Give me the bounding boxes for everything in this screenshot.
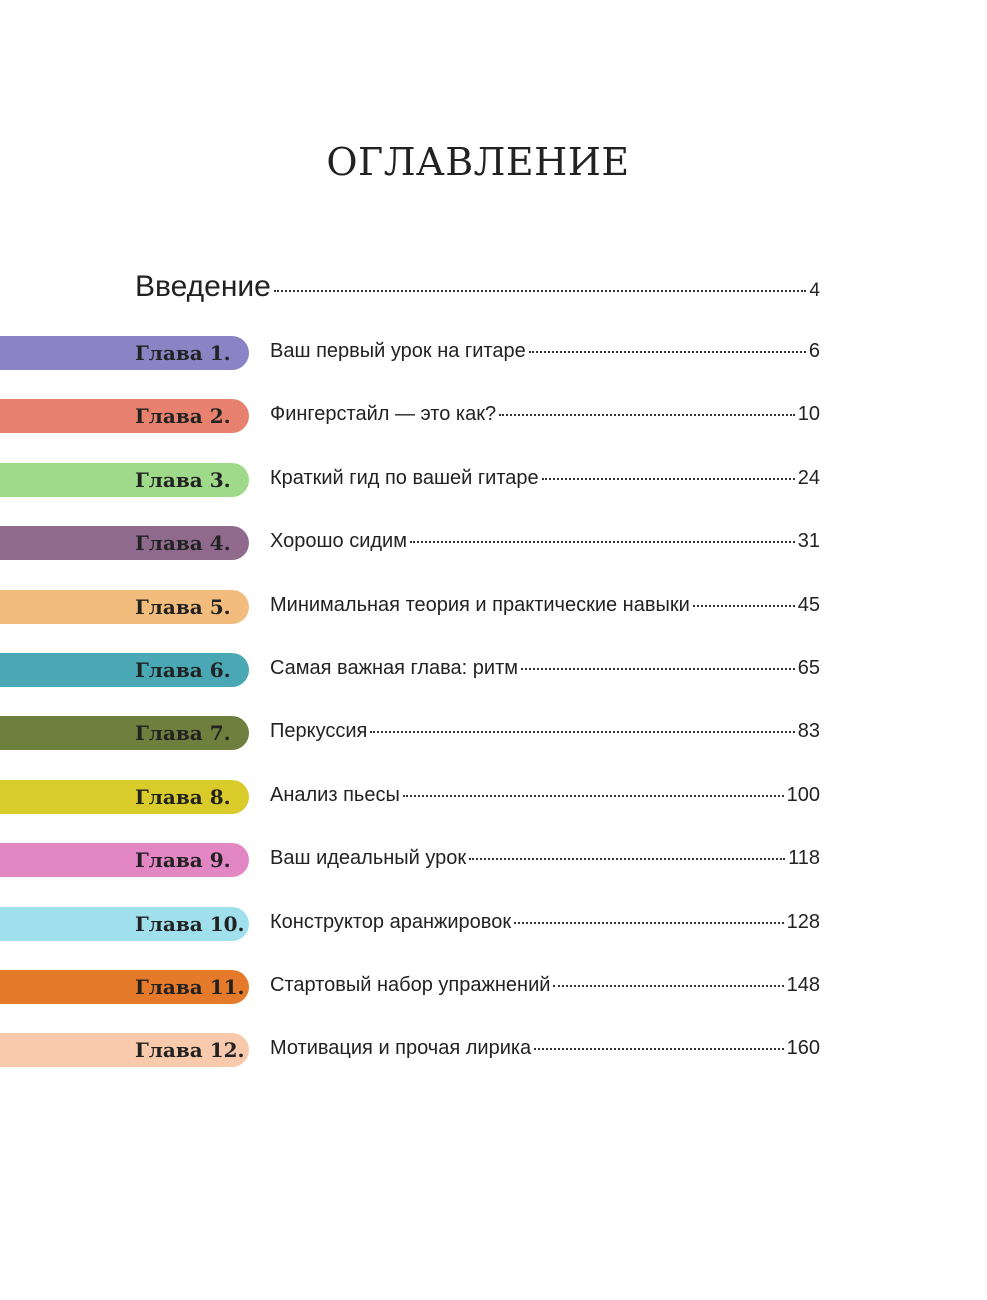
chapter-page: 128: [786, 910, 820, 933]
chapter-page: 6: [808, 340, 820, 362]
chapter-page: 31: [797, 530, 820, 553]
chapter-tab: [0, 843, 249, 878]
leader-dots: [499, 414, 795, 417]
chapter-row: Ваш первый урок на гитаре 6: [270, 340, 820, 363]
leader-dots: [534, 1048, 784, 1051]
chapter-label: Глава 9.: [135, 848, 231, 873]
chapter-row: Мотивация и прочая лирика 160: [270, 1037, 820, 1060]
chapter-title: Анализ пьесы: [270, 783, 400, 806]
chapter-tab: [0, 653, 249, 687]
chapter-page: 148: [786, 974, 820, 996]
chapter-page: 10: [797, 403, 820, 426]
chapter-tab: [0, 906, 249, 941]
chapter-label: Глава 2.: [135, 404, 231, 429]
leader-dots: [402, 794, 784, 797]
leader-dots: [692, 604, 795, 607]
chapter-title: Краткий гид по вашей гитаре: [270, 466, 539, 489]
chapter-title: Минимальная теория и практические навыки: [270, 593, 690, 616]
chapter-label: Глава 8.: [135, 784, 231, 809]
chapter-label: Глава 6.: [135, 658, 231, 682]
chapter-page: 83: [797, 720, 820, 743]
chapter-row: Ваш идеальный урок 118: [270, 847, 820, 870]
chapter-page: 24: [797, 466, 820, 489]
chapter-tab: [0, 526, 249, 561]
chapter-label: Глава 5.: [135, 594, 231, 619]
chapter-row: Анализ пьесы 100: [270, 784, 820, 807]
chapter-tab: [0, 716, 249, 751]
intro-page: 4: [809, 280, 820, 301]
leader-dots: [409, 541, 795, 544]
leader-dots: [370, 731, 795, 734]
chapter-tab: [0, 1033, 249, 1068]
chapter-label: Глава 11.: [135, 975, 245, 999]
chapter-label: Глава 7.: [135, 721, 231, 746]
chapter-row: Стартовый набор упражнений 148: [270, 974, 820, 997]
chapter-tab: [0, 779, 249, 814]
chapter-label: Глава 12.: [135, 1038, 245, 1063]
chapter-row: Самая важная глава: ритм 65: [270, 657, 820, 680]
intro-title: Введение: [135, 270, 271, 303]
chapter-page: 45: [797, 593, 820, 616]
chapter-page: 65: [797, 657, 820, 679]
chapter-row: Хорошо сидим 31: [270, 530, 820, 553]
chapter-title: Фингерстайл — это как?: [270, 403, 497, 426]
chapter-label: Глава 1.: [135, 341, 231, 365]
chapter-row: Перкуссия 83: [270, 720, 820, 743]
chapter-tab: [0, 399, 249, 434]
chapter-title: Стартовый набор упражнений: [270, 974, 551, 996]
chapter-row: Краткий гид по вашей гитаре 24: [270, 467, 820, 490]
chapter-tab: [0, 970, 249, 1004]
page-title: ОГЛАВЛЕНИЕ: [326, 140, 630, 184]
chapter-title: Перкуссия: [270, 720, 368, 743]
chapter-title: Самая важная глава: ритм: [270, 657, 518, 679]
chapter-tab: [0, 462, 249, 497]
chapter-title: Ваш идеальный урок: [270, 847, 467, 870]
chapter-label: Глава 3.: [135, 467, 231, 492]
chapter-page: 160: [786, 1037, 820, 1060]
chapter-row: Конструктор аранжировок 128: [270, 911, 820, 934]
chapter-page: 100: [786, 783, 820, 806]
chapter-title: Мотивация и прочая лирика: [270, 1037, 532, 1060]
chapter-title: Хорошо сидим: [270, 530, 407, 553]
leader-dots: [553, 985, 784, 987]
leader-dots: [514, 921, 784, 924]
chapter-title: Конструктор аранжировок: [270, 910, 512, 933]
chapter-row: Фингерстайл — это как? 10: [270, 403, 820, 426]
leader-dots: [273, 290, 807, 292]
chapter-label: Глава 10.: [135, 911, 245, 936]
leader-dots: [541, 477, 795, 480]
chapter-label: Глава 4.: [135, 531, 231, 556]
leader-dots: [528, 351, 806, 353]
chapter-tab: [0, 589, 249, 624]
intro-row: Введение 4: [135, 270, 820, 304]
chapter-tab: [0, 336, 249, 370]
leader-dots: [521, 668, 795, 670]
chapter-row: Минимальная теория и практические навыки…: [270, 594, 820, 617]
chapter-title: Ваш первый урок на гитаре: [270, 340, 526, 362]
chapter-page: 118: [788, 847, 820, 870]
leader-dots: [469, 858, 786, 861]
